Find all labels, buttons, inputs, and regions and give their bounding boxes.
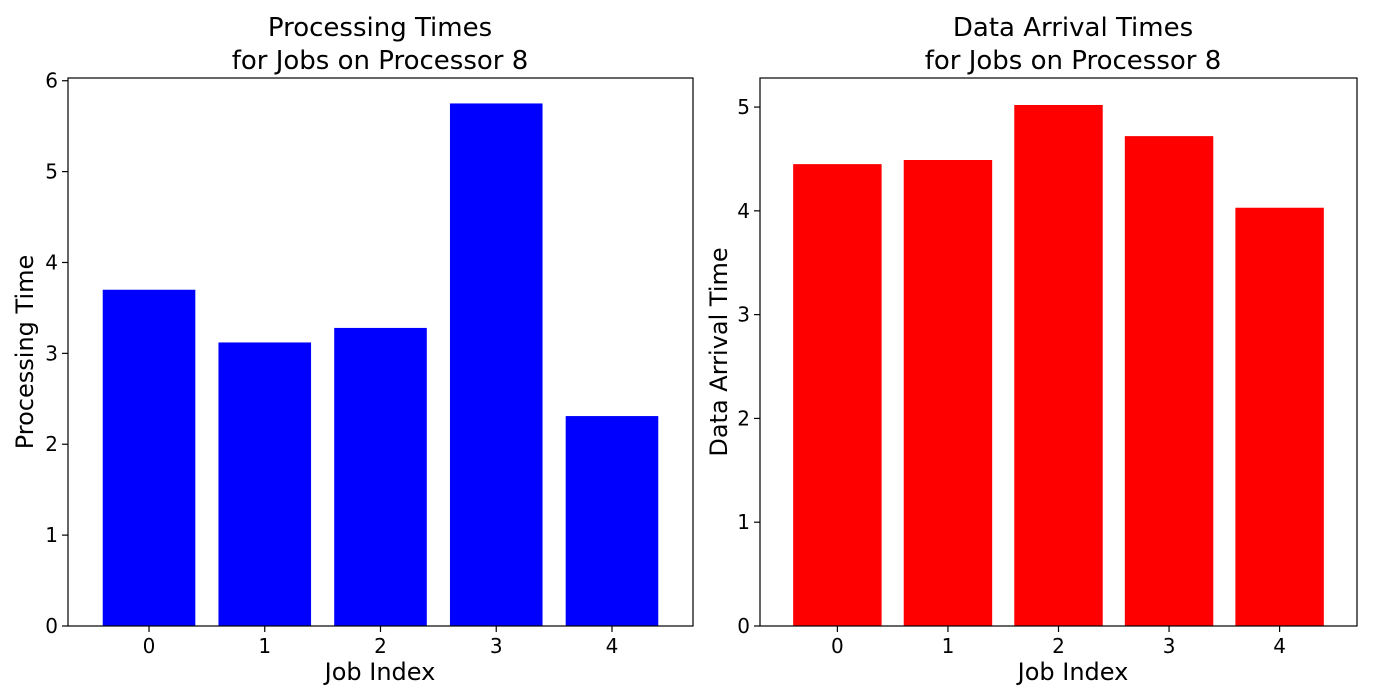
x-axis-ticks: 0 1 2 3 4: [143, 626, 619, 658]
x-tick-label: 4: [1273, 634, 1286, 658]
y-tick-label: 1: [45, 523, 58, 547]
bar-4: [565, 416, 659, 626]
x-axis-ticks: 0 1 2 3 4: [831, 626, 1286, 658]
bars: [102, 103, 659, 626]
bars: [793, 104, 1324, 627]
y-axis-label: Processing Time: [11, 255, 39, 450]
chart-title-line-2: for Jobs on Processor 8: [232, 46, 529, 76]
x-axis-label: Job Index: [323, 658, 436, 686]
bar-0: [793, 164, 882, 627]
chart-processing-times: Processing Times for Jobs on Processor 8…: [11, 13, 694, 686]
bar-2: [334, 327, 427, 626]
x-tick-label: 1: [258, 634, 271, 658]
y-tick-label: 5: [45, 160, 58, 184]
x-axis-label: Job Index: [1016, 658, 1129, 686]
y-tick-label: 4: [737, 199, 750, 223]
y-axis-label: Data Arrival Time: [705, 247, 733, 456]
bar-1: [218, 342, 312, 626]
y-axis-ticks: 0 1 2 3 4 5: [737, 95, 760, 638]
bar-1: [903, 159, 993, 626]
y-tick-label: 6: [45, 69, 58, 93]
y-tick-label: 4: [45, 250, 58, 274]
bar-2: [1014, 104, 1103, 626]
x-tick-label: 2: [374, 634, 387, 658]
y-tick-label: 3: [737, 303, 750, 327]
x-tick-label: 0: [831, 634, 844, 658]
x-tick-label: 3: [490, 634, 503, 658]
bar-3: [449, 103, 543, 626]
bar-4: [1235, 207, 1324, 626]
x-tick-label: 4: [606, 634, 619, 658]
y-tick-label: 3: [45, 341, 58, 365]
y-tick-label: 0: [737, 614, 750, 638]
y-axis-ticks: 0 1 2 3 4 5 6: [45, 69, 68, 638]
y-tick-label: 2: [737, 406, 750, 430]
x-tick-label: 0: [143, 634, 156, 658]
chart-title-line-1: Data Arrival Times: [953, 13, 1193, 43]
x-tick-label: 1: [942, 634, 955, 658]
chart-title-line-2: for Jobs on Processor 8: [925, 46, 1222, 76]
y-tick-label: 2: [45, 432, 58, 456]
chart-title-line-1: Processing Times: [268, 13, 492, 43]
bar-0: [102, 289, 196, 626]
y-tick-label: 0: [45, 614, 58, 638]
x-tick-label: 2: [1052, 634, 1065, 658]
bar-3: [1124, 136, 1214, 626]
x-tick-label: 3: [1163, 634, 1176, 658]
y-tick-label: 1: [737, 510, 750, 534]
y-tick-label: 5: [737, 95, 750, 119]
chart-data-arrival-times: Data Arrival Times for Jobs on Processor…: [705, 13, 1358, 686]
